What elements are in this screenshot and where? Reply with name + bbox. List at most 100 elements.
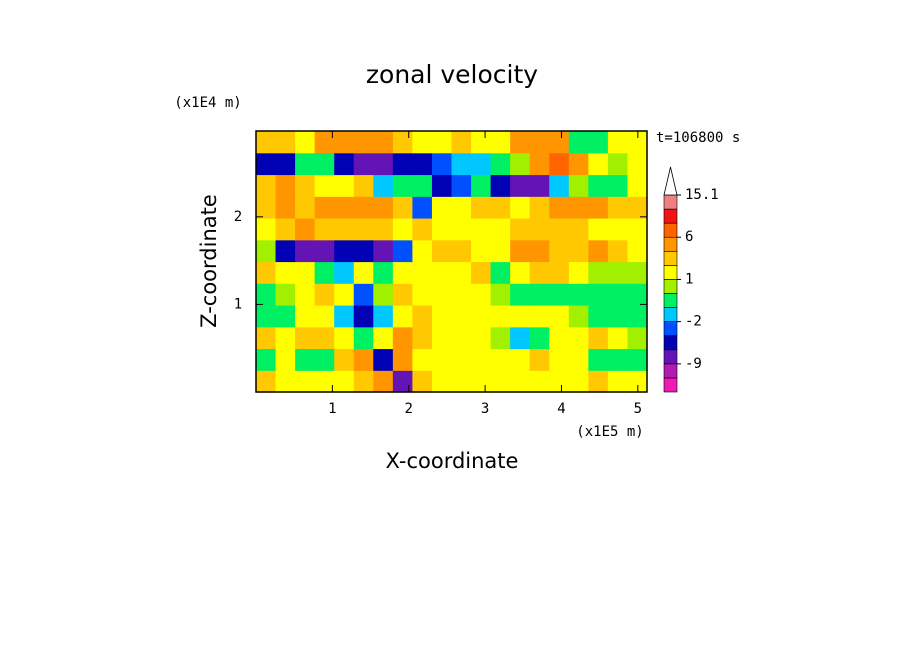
contour-cell <box>392 131 413 154</box>
contour-cell <box>412 304 433 328</box>
contour-cell <box>314 304 335 328</box>
contour-cell <box>373 261 394 284</box>
contour-cell <box>334 196 355 219</box>
contour-cell <box>627 326 648 350</box>
contour-cell <box>275 326 296 350</box>
contour-cell <box>549 326 570 350</box>
contour-cell <box>490 217 511 241</box>
y-tick-label: 1 <box>234 296 242 312</box>
contour-cell <box>627 196 648 219</box>
contour-cell <box>256 131 277 154</box>
contour-cell <box>412 348 433 371</box>
contour-cell <box>256 283 277 306</box>
contour-cell <box>314 239 335 263</box>
contour-cell <box>295 217 316 241</box>
contour-cell <box>353 283 374 306</box>
contour-cell <box>412 370 433 393</box>
contour-cell <box>607 304 629 328</box>
contour-cell <box>568 348 589 371</box>
colorbar-band <box>663 265 678 280</box>
contour-cell <box>568 304 589 328</box>
contour-cell <box>451 370 472 393</box>
contour-cell <box>392 174 413 197</box>
contour-cell <box>353 174 374 197</box>
contour-cell <box>412 217 433 241</box>
contour-cell <box>334 217 355 241</box>
colorbar-tick-label: 15.1 <box>685 187 719 203</box>
contour-cell <box>373 348 394 371</box>
contour-cell <box>295 131 316 154</box>
contour-cell <box>373 239 394 263</box>
contour-cell <box>353 239 374 263</box>
contour-cell <box>314 152 335 176</box>
contour-cell <box>471 174 492 197</box>
contour-cell <box>549 217 570 241</box>
colorbar-band <box>663 307 678 322</box>
contour-cell <box>510 239 531 263</box>
contour-cell <box>373 217 394 241</box>
contour-cell <box>295 326 316 350</box>
contour-cell <box>392 283 413 306</box>
contour-cell <box>275 239 296 263</box>
contour-cell <box>627 217 648 241</box>
contour-cell <box>431 348 453 371</box>
colorbar-extend <box>663 166 678 196</box>
contour-cell <box>588 348 609 371</box>
contour-cell <box>256 304 277 328</box>
contour-cell <box>568 174 589 197</box>
contour-cell <box>314 217 335 241</box>
contour-cell <box>607 283 629 306</box>
contour-cell <box>275 174 296 197</box>
x-tick-label: 1 <box>328 401 336 417</box>
contour-cell <box>431 326 453 350</box>
contour-cell <box>334 261 355 284</box>
contour-cell <box>373 326 394 350</box>
contour-cell <box>256 348 277 371</box>
contour-cell <box>295 304 316 328</box>
colorbar-band <box>663 279 678 294</box>
contour-cell <box>627 239 648 263</box>
contour-cell <box>392 239 413 263</box>
contour-cell <box>451 131 472 154</box>
contour-cell <box>431 283 453 306</box>
contour-cell <box>275 283 296 306</box>
contour-cell <box>529 304 550 328</box>
contour-cell <box>295 174 316 197</box>
contour-cell <box>568 152 589 176</box>
contour-cell <box>373 174 394 197</box>
contour-cell <box>588 370 609 393</box>
contour-cell <box>568 326 589 350</box>
contour-cell <box>568 370 589 393</box>
contour-cell <box>607 131 629 154</box>
contour-cell <box>529 174 550 197</box>
contour-cell <box>353 370 374 393</box>
contour-cell <box>314 326 335 350</box>
contour-cell <box>412 131 433 154</box>
x-tick-label: 3 <box>481 401 489 417</box>
contour-cell <box>549 370 570 393</box>
contour-cell <box>471 196 492 219</box>
contour-cell <box>510 196 531 219</box>
contour-cell <box>314 370 335 393</box>
contour-cell <box>412 283 433 306</box>
contour-cell <box>256 174 277 197</box>
contour-cell <box>607 174 629 197</box>
contour-cell <box>275 196 296 219</box>
colorbar-band <box>663 349 678 365</box>
contour-cell <box>431 152 453 176</box>
contour-cell <box>431 304 453 328</box>
contour-cell <box>392 152 413 176</box>
contour-cell <box>373 283 394 306</box>
contour-cell <box>431 239 453 263</box>
x-axis-label: X-coordinate <box>386 449 519 473</box>
contour-cell <box>334 304 355 328</box>
contour-cell <box>607 217 629 241</box>
contour-cell <box>392 217 413 241</box>
x-tick-label: 5 <box>634 401 642 417</box>
contour-cell <box>510 283 531 306</box>
contour-cell <box>412 152 433 176</box>
contour-cell <box>471 370 492 393</box>
contour-cell <box>295 348 316 371</box>
contour-cell <box>568 239 589 263</box>
contour-cell <box>353 152 374 176</box>
